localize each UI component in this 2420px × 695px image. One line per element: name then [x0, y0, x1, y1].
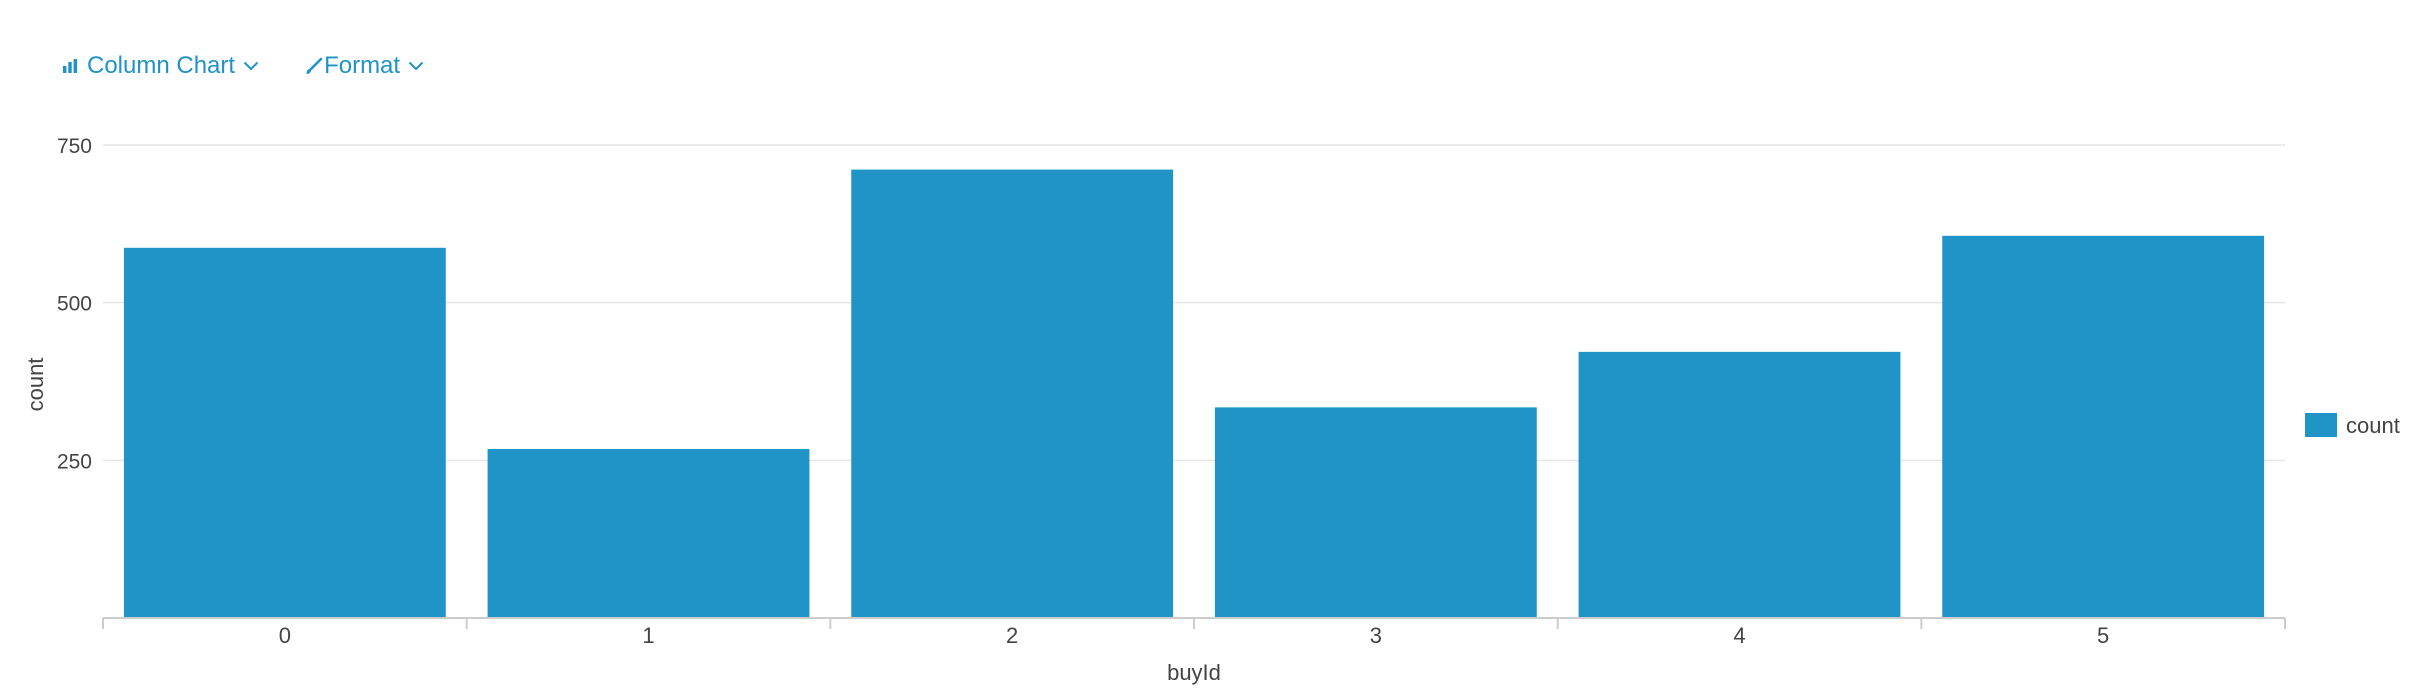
bar-0[interactable] — [123, 247, 446, 619]
x-tick-label: 0 — [279, 623, 291, 648]
x-tick-label: 4 — [1733, 623, 1745, 648]
brush-icon — [305, 57, 323, 75]
legend: count — [2305, 413, 2400, 438]
y-tick-label: 250 — [57, 450, 92, 473]
bar-1[interactable] — [487, 448, 810, 618]
axes: 250 500 750 0 1 2 3 4 5 buyId count — [23, 135, 2286, 685]
bar-3[interactable] — [1214, 407, 1537, 618]
gridlines — [103, 144, 2285, 462]
legend-swatch — [2305, 413, 2337, 437]
format-label: Format — [324, 52, 401, 79]
x-axis-title: buyId — [1167, 660, 1221, 685]
y-tick-label: 750 — [57, 135, 92, 158]
chart-type-dropdown[interactable]: Column Chart — [62, 52, 259, 80]
bar-chart-icon — [62, 58, 78, 74]
x-tick-label: 3 — [1370, 623, 1382, 648]
bar-5[interactable] — [1942, 235, 2265, 619]
bars — [123, 169, 2265, 619]
x-tick-label: 5 — [2097, 623, 2109, 648]
y-axis-title: count — [23, 358, 48, 412]
chart-toolbar: Column Chart Format — [62, 46, 424, 86]
format-dropdown[interactable]: Format — [305, 52, 424, 80]
x-tick-label: 1 — [642, 623, 654, 648]
bar-2[interactable] — [851, 169, 1174, 618]
y-tick-label: 500 — [57, 293, 92, 316]
bar-4[interactable] — [1578, 351, 1901, 618]
chevron-down-icon — [243, 61, 259, 71]
legend-label: count — [2346, 413, 2400, 438]
chart-type-label: Column Chart — [87, 52, 236, 79]
x-tick-label: 2 — [1006, 623, 1018, 648]
chevron-down-icon — [408, 61, 424, 71]
